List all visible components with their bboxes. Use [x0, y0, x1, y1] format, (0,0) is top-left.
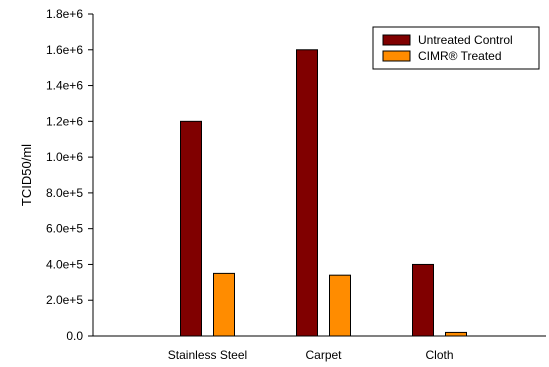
y-tick-label: 8.0e+5	[46, 186, 83, 200]
plot-frame	[92, 14, 546, 337]
x-tick-label: Cloth	[425, 348, 453, 362]
y-tick-label: 2.0e+5	[46, 293, 83, 307]
y-tick-label: 1.8e+6	[46, 7, 83, 21]
y-tick-label: 4.0e+5	[46, 257, 83, 271]
y-tick-label: 1.2e+6	[46, 114, 83, 128]
y-tick-label: 6.0e+5	[46, 222, 83, 236]
y-tick-label: 1.6e+6	[46, 43, 83, 57]
legend-box	[372, 26, 540, 70]
bar-untreated-0	[180, 120, 202, 337]
y-tick-label: 1.0e+6	[46, 150, 83, 164]
legend-label: Untreated Control	[418, 33, 513, 47]
x-tick-label: Stainless Steel	[168, 348, 247, 362]
bar-treated-0	[213, 272, 235, 337]
x-tick-label: Carpet	[305, 348, 342, 362]
bar-untreated-2	[412, 263, 434, 337]
bar-untreated-1	[296, 49, 318, 337]
legend-swatch	[382, 50, 411, 62]
x-axis: Stainless Steel Carpet Cloth	[168, 348, 454, 362]
legend-swatch	[382, 34, 411, 46]
legend-label: CIMR® Treated	[418, 49, 502, 63]
y-tick-label: 1.4e+6	[46, 79, 83, 93]
y-axis: 0.0 2.0e+5 4.0e+5 6.0e+5 8.0e+5 1.0e+6 1.2e+6 1…	[46, 7, 93, 343]
bars	[180, 49, 467, 337]
y-axis-label: TCID50/ml	[19, 144, 34, 206]
bar-treated-1	[329, 274, 351, 337]
y-tick-label: 0.0	[66, 329, 83, 343]
bar-treated-2	[445, 331, 467, 337]
legend: Untreated Control CIMR® Treated	[372, 26, 540, 70]
